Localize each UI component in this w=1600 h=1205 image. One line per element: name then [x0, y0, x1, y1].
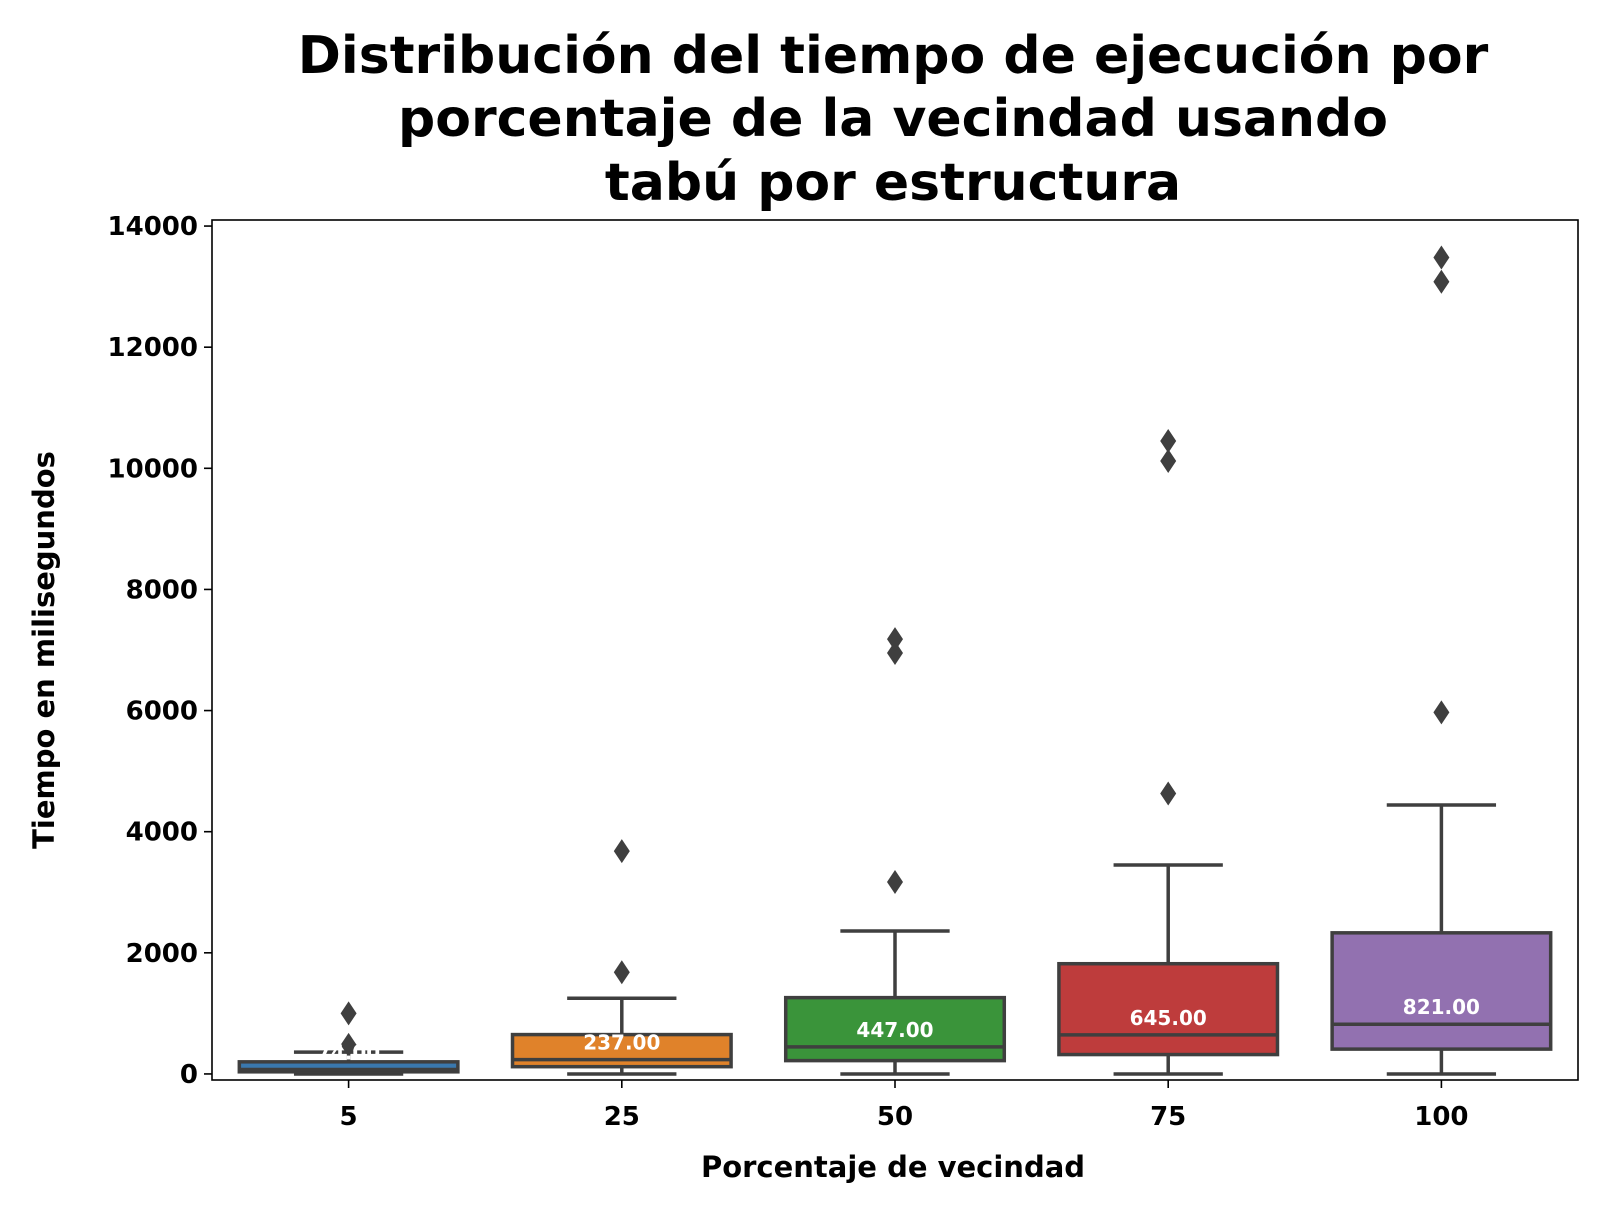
outlier-point — [887, 627, 903, 652]
outlier-point — [340, 1032, 357, 1057]
title-line-2: porcentaje de la vecindad usando — [398, 89, 1388, 149]
x-tick-label: 50 — [877, 1102, 913, 1132]
box-100 — [1330, 931, 1553, 1051]
y-tick-label: 12000 — [108, 333, 198, 363]
median-value-label: 74.00 — [317, 1040, 380, 1064]
y-tick-label: 8000 — [126, 575, 198, 605]
outlier-point — [1433, 700, 1450, 725]
x-tick-label: 75 — [1150, 1102, 1186, 1132]
median-value-label: 821.00 — [1403, 995, 1480, 1019]
box-group-100: 821.00 — [1330, 245, 1553, 1076]
y-tick-label: 10000 — [108, 454, 198, 484]
outlier-point — [340, 1001, 357, 1026]
outlier-point — [1160, 781, 1177, 806]
x-tick-label: 25 — [604, 1102, 640, 1132]
outlier-point — [1433, 245, 1450, 270]
y-axis-label: Tiempo en milisegundos — [27, 451, 61, 849]
box-5 — [237, 1060, 460, 1074]
box-75 — [1057, 961, 1280, 1057]
y-tick-label: 6000 — [126, 697, 198, 727]
x-axis-label: Porcentaje de vecindad — [701, 1150, 1085, 1184]
plot-frame — [211, 219, 1579, 1081]
median-value-label: 645.00 — [1130, 1006, 1207, 1030]
outlier-point — [1160, 449, 1177, 474]
boxes: 74.00 237.00 447.00 645.00 821.00 — [237, 245, 1553, 1076]
outlier-point — [613, 960, 630, 985]
outlier-point — [887, 641, 903, 666]
x-tick-label: 5 — [340, 1102, 358, 1132]
y-tick-label: 0 — [180, 1060, 198, 1090]
outlier-point — [1433, 269, 1450, 294]
x-axis-ticks: 5 25 50 75 100 — [340, 1080, 1469, 1132]
y-tick-label: 2000 — [126, 939, 198, 969]
y-tick-label: 4000 — [126, 818, 198, 848]
box-group-5: 74.00 — [237, 1001, 460, 1076]
x-tick-label: 100 — [1414, 1102, 1468, 1132]
y-tick-label: 14000 — [108, 212, 198, 242]
chart-title: Distribución del tiempo de ejecución por… — [298, 26, 1489, 213]
y-axis-ticks: 0 2000 4000 6000 8000 10000 12000 14000 — [108, 212, 212, 1090]
outlier-point — [1160, 429, 1177, 454]
title-line-3: tabú por estructura — [605, 153, 1181, 213]
box-group-50: 447.00 — [783, 627, 1007, 1076]
outlier-point — [613, 839, 630, 864]
median-value-label: 447.00 — [856, 1018, 933, 1042]
median-value-label: 237.00 — [583, 1031, 660, 1055]
box-group-75: 645.00 — [1057, 429, 1280, 1076]
box-50 — [783, 995, 1007, 1063]
title-line-1: Distribución del tiempo de ejecución por — [298, 26, 1489, 86]
box-group-25: 237.00 — [510, 839, 733, 1076]
outlier-point — [887, 869, 903, 894]
